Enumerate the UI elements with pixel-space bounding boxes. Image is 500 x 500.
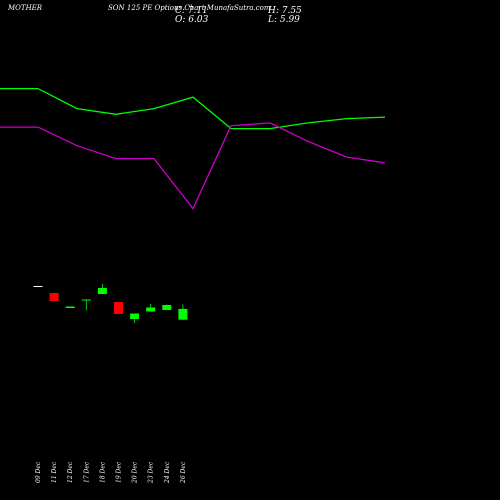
candle-09-dec	[33, 286, 43, 287]
open-readout: O: 6.03	[175, 15, 209, 25]
candle-body	[146, 307, 156, 312]
candle-body	[178, 308, 188, 320]
x-tick-label: 12 Dec	[67, 461, 74, 483]
candle-body	[81, 299, 91, 301]
candle-19-dec	[114, 302, 123, 314]
candle-20-dec	[130, 313, 140, 323]
candle-body	[162, 305, 172, 310]
candle-body	[130, 313, 140, 319]
chart-title-text: 125 PE Options Chart MunafaSutra.com	[126, 4, 271, 12]
upper-band-line	[0, 87, 386, 130]
candle-body	[49, 293, 59, 301]
candle-17-dec	[81, 299, 91, 311]
candle-24-dec	[162, 304, 172, 310]
candle-12-dec	[65, 306, 75, 308]
chart-title: SON 125 PE Options Chart MunafaSutra.com	[108, 4, 271, 12]
candle-body	[65, 306, 75, 308]
low-readout: L: 5.99	[268, 15, 300, 25]
candle-26-dec	[178, 304, 188, 321]
candle-body	[33, 286, 43, 287]
candle-11-dec	[49, 293, 59, 301]
chart-symbol: MOTHER	[8, 4, 43, 12]
close-readout: C: 7.11	[175, 6, 208, 16]
chart-symbol-suffix: SON	[108, 4, 125, 12]
x-tick-label: 11 Dec	[51, 461, 58, 483]
x-tick-label: 24 Dec	[164, 461, 171, 484]
high-readout: H: 7.55	[268, 6, 302, 16]
x-tick-label: 23 Dec	[148, 461, 155, 484]
x-tick-label: 18 Dec	[99, 461, 106, 483]
candle-body	[97, 288, 107, 294]
candle-18-dec	[97, 284, 107, 294]
x-tick-label: 09 Dec	[35, 461, 42, 483]
x-tick-label: 26 Dec	[180, 461, 187, 484]
x-tick-label: 19 Dec	[116, 461, 123, 483]
candle-body	[114, 302, 123, 314]
x-tick-label: 17 Dec	[83, 461, 90, 483]
lower-band-line	[0, 122, 386, 210]
candle-23-dec	[146, 304, 156, 312]
x-tick-label: 20 Dec	[132, 461, 139, 484]
